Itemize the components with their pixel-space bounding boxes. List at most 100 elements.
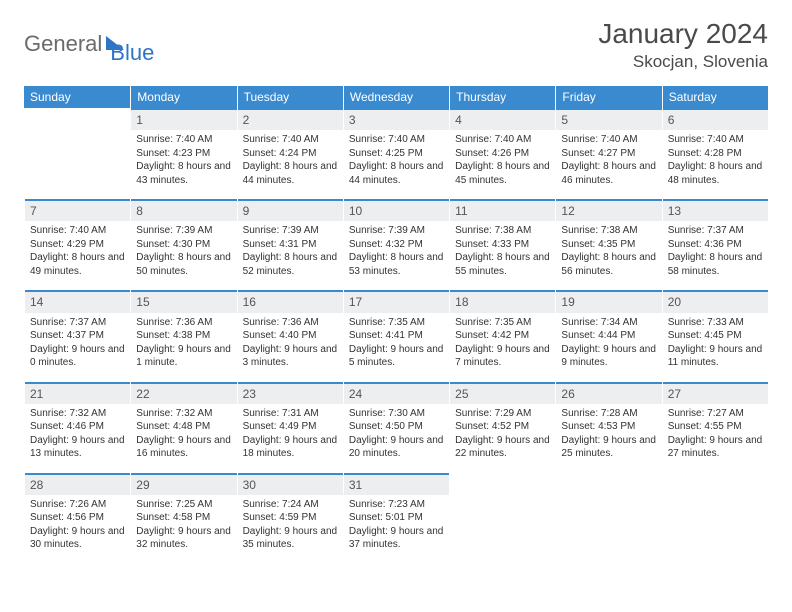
brand-word-1: General	[24, 31, 102, 57]
day-details: Sunrise: 7:38 AMSunset: 4:35 PMDaylight:…	[556, 221, 661, 284]
sunset-line: Sunset: 4:27 PM	[561, 147, 656, 161]
daylight-line: Daylight: 8 hours and 50 minutes.	[136, 251, 231, 278]
day-number: 27	[663, 382, 768, 404]
sunrise-line: Sunrise: 7:37 AM	[30, 316, 125, 330]
calendar-cell: 31Sunrise: 7:23 AMSunset: 5:01 PMDayligh…	[343, 473, 449, 558]
day-number: 19	[556, 290, 661, 312]
sunset-line: Sunset: 4:46 PM	[30, 420, 125, 434]
sunrise-line: Sunrise: 7:27 AM	[668, 407, 763, 421]
daylight-line: Daylight: 9 hours and 27 minutes.	[668, 434, 763, 461]
sunrise-line: Sunrise: 7:32 AM	[136, 407, 231, 421]
day-number: 2	[238, 108, 343, 130]
day-number: 22	[131, 382, 236, 404]
daylight-line: Daylight: 9 hours and 37 minutes.	[349, 525, 444, 552]
day-number: 31	[344, 473, 449, 495]
day-details: Sunrise: 7:23 AMSunset: 5:01 PMDaylight:…	[344, 495, 449, 558]
day-details: Sunrise: 7:38 AMSunset: 4:33 PMDaylight:…	[450, 221, 555, 284]
sunset-line: Sunset: 4:30 PM	[136, 238, 231, 252]
day-details: Sunrise: 7:40 AMSunset: 4:28 PMDaylight:…	[663, 130, 768, 193]
weekday-header: Tuesday	[237, 86, 343, 108]
sunset-line: Sunset: 5:01 PM	[349, 511, 444, 525]
day-number: 15	[131, 290, 236, 312]
day-details	[663, 495, 768, 504]
daylight-line: Daylight: 9 hours and 0 minutes.	[30, 343, 125, 370]
day-details: Sunrise: 7:30 AMSunset: 4:50 PMDaylight:…	[344, 404, 449, 467]
calendar-cell: 23 Sunrise: 7:31 AMSunset: 4:49 PMDayligh…	[237, 382, 343, 467]
sunrise-line: Sunrise: 7:40 AM	[30, 224, 125, 238]
sunset-line: Sunset: 4:36 PM	[668, 238, 763, 252]
sunset-line: Sunset: 4:31 PM	[243, 238, 338, 252]
daylight-line: Daylight: 9 hours and 32 minutes.	[136, 525, 231, 552]
calendar-cell: 24Sunrise: 7:30 AMSunset: 4:50 PMDayligh…	[343, 382, 449, 467]
daylight-line: Daylight: 9 hours and 18 minutes.	[243, 434, 338, 461]
calendar-cell: 10Sunrise: 7:39 AMSunset: 4:32 PMDayligh…	[343, 199, 449, 284]
sunrise-line: Sunrise: 7:28 AM	[561, 407, 656, 421]
sunrise-line: Sunrise: 7:23 AM	[349, 498, 444, 512]
sunset-line: Sunset: 4:48 PM	[136, 420, 231, 434]
day-number: 18	[450, 290, 555, 312]
day-details: Sunrise: 7:39 AMSunset: 4:32 PMDaylight:…	[344, 221, 449, 284]
day-details: Sunrise: 7:34 AMSunset: 4:44 PMDaylight:…	[556, 313, 661, 376]
sunset-line: Sunset: 4:24 PM	[243, 147, 338, 161]
day-details: Sunrise: 7:28 AMSunset: 4:53 PMDaylight:…	[556, 404, 661, 467]
sunrise-line: Sunrise: 7:39 AM	[136, 224, 231, 238]
day-details: Sunrise: 7:32 AMSunset: 4:48 PMDaylight:…	[131, 404, 236, 467]
day-details: Sunrise: 7:35 AMSunset: 4:41 PMDaylight:…	[344, 313, 449, 376]
daylight-line: Daylight: 9 hours and 25 minutes.	[561, 434, 656, 461]
sunrise-line: Sunrise: 7:24 AM	[243, 498, 338, 512]
sunset-line: Sunset: 4:38 PM	[136, 329, 231, 343]
sunrise-line: Sunrise: 7:31 AM	[243, 407, 338, 421]
sunrise-line: Sunrise: 7:40 AM	[136, 133, 231, 147]
day-details: Sunrise: 7:33 AMSunset: 4:45 PMDaylight:…	[663, 313, 768, 376]
day-number: 26	[556, 382, 661, 404]
calendar-cell: 19Sunrise: 7:34 AMSunset: 4:44 PMDayligh…	[555, 290, 661, 375]
day-details	[556, 495, 661, 504]
sunrise-line: Sunrise: 7:29 AM	[455, 407, 550, 421]
day-number: 23	[238, 382, 343, 404]
day-number: 1	[131, 108, 236, 130]
sunrise-line: Sunrise: 7:40 AM	[561, 133, 656, 147]
sunset-line: Sunset: 4:58 PM	[136, 511, 231, 525]
sunrise-line: Sunrise: 7:39 AM	[349, 224, 444, 238]
calendar-cell: 3Sunrise: 7:40 AMSunset: 4:25 PMDaylight…	[343, 108, 449, 193]
day-details: Sunrise: 7:40 AMSunset: 4:25 PMDaylight:…	[344, 130, 449, 193]
sunrise-line: Sunrise: 7:26 AM	[30, 498, 125, 512]
daylight-line: Daylight: 8 hours and 44 minutes.	[243, 160, 338, 187]
day-number: 5	[556, 108, 661, 130]
sunset-line: Sunset: 4:33 PM	[455, 238, 550, 252]
sunset-line: Sunset: 4:45 PM	[668, 329, 763, 343]
calendar-cell: 8Sunrise: 7:39 AMSunset: 4:30 PMDaylight…	[130, 199, 236, 284]
daylight-line: Daylight: 8 hours and 56 minutes.	[561, 251, 656, 278]
sunset-line: Sunset: 4:40 PM	[243, 329, 338, 343]
calendar-grid: SundayMondayTuesdayWednesdayThursdayFrid…	[24, 86, 768, 558]
day-number: 24	[344, 382, 449, 404]
daylight-line: Daylight: 8 hours and 45 minutes.	[455, 160, 550, 187]
sunrise-line: Sunrise: 7:39 AM	[243, 224, 338, 238]
weekday-header: Sunday	[24, 86, 130, 108]
sunset-line: Sunset: 4:52 PM	[455, 420, 550, 434]
calendar-cell: 6Sunrise: 7:40 AMSunset: 4:28 PMDaylight…	[662, 108, 768, 193]
calendar-cell	[555, 473, 661, 558]
day-details	[450, 495, 555, 504]
calendar-cell: 21Sunrise: 7:32 AMSunset: 4:46 PMDayligh…	[24, 382, 130, 467]
daylight-line: Daylight: 8 hours and 48 minutes.	[668, 160, 763, 187]
sunrise-line: Sunrise: 7:40 AM	[243, 133, 338, 147]
header: General Blue January 2024 Skocjan, Slove…	[24, 18, 768, 72]
weekday-header: Saturday	[662, 86, 768, 108]
daylight-line: Daylight: 8 hours and 55 minutes.	[455, 251, 550, 278]
daylight-line: Daylight: 9 hours and 9 minutes.	[561, 343, 656, 370]
day-number: 30	[238, 473, 343, 495]
daylight-line: Daylight: 9 hours and 13 minutes.	[30, 434, 125, 461]
sunset-line: Sunset: 4:44 PM	[561, 329, 656, 343]
calendar-cell: 2 Sunrise: 7:40 AMSunset: 4:24 PMDaylight…	[237, 108, 343, 193]
day-details: Sunrise: 7:37 AMSunset: 4:36 PMDaylight:…	[663, 221, 768, 284]
sunset-line: Sunset: 4:49 PM	[243, 420, 338, 434]
sunrise-line: Sunrise: 7:36 AM	[136, 316, 231, 330]
calendar-cell: 11Sunrise: 7:38 AMSunset: 4:33 PMDayligh…	[449, 199, 555, 284]
sunrise-line: Sunrise: 7:35 AM	[455, 316, 550, 330]
sunset-line: Sunset: 4:41 PM	[349, 329, 444, 343]
weekday-header: Thursday	[449, 86, 555, 108]
day-details: Sunrise: 7:25 AMSunset: 4:58 PMDaylight:…	[131, 495, 236, 558]
day-number: 10	[344, 199, 449, 221]
daylight-line: Daylight: 9 hours and 22 minutes.	[455, 434, 550, 461]
